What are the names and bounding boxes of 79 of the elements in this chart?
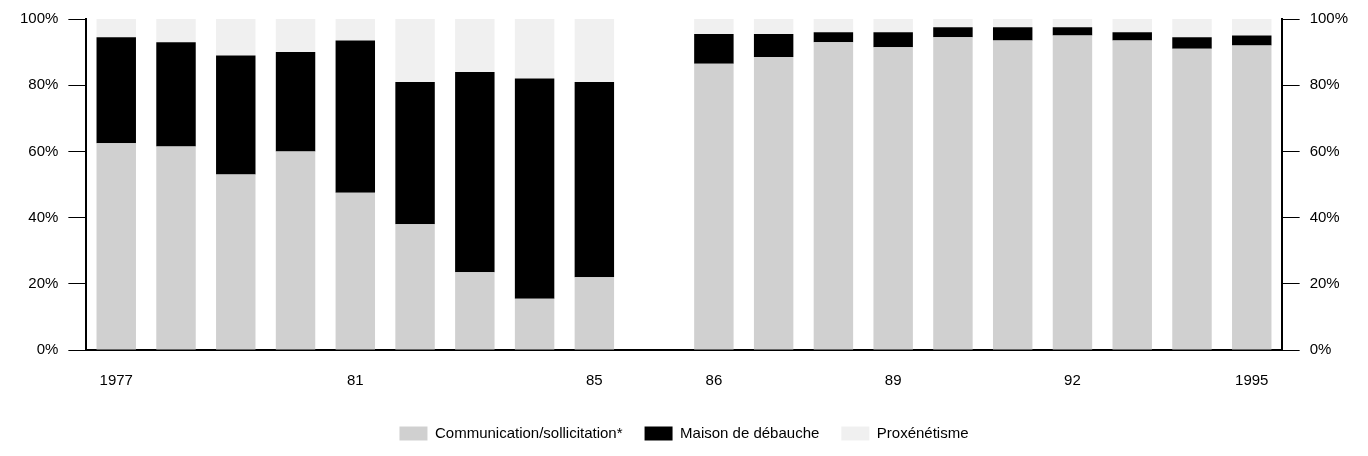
bar xyxy=(275,52,316,152)
x-tick-label: 86 xyxy=(705,371,723,389)
y2-tick-label: 40% xyxy=(1309,207,1340,225)
bar xyxy=(753,33,794,58)
bar xyxy=(514,78,555,299)
y2-tick-label: 60% xyxy=(1309,141,1340,159)
bar xyxy=(933,19,973,28)
bar xyxy=(1172,48,1212,350)
y-tick-label: 60% xyxy=(28,141,59,159)
y-tick-label: 80% xyxy=(28,75,59,93)
x-tick-label: 1995 xyxy=(1235,371,1269,389)
bar xyxy=(216,19,256,56)
bar xyxy=(395,19,435,82)
x-tick-label: 89 xyxy=(884,371,902,389)
bar xyxy=(514,19,555,79)
x-tick-label: 85 xyxy=(586,371,603,389)
bar xyxy=(335,19,376,41)
bar xyxy=(753,57,794,350)
bar xyxy=(1052,19,1093,28)
bar xyxy=(335,40,376,193)
bar xyxy=(1232,45,1272,350)
y2-tick-label: 100% xyxy=(1309,9,1349,27)
bar xyxy=(455,272,495,350)
bar xyxy=(156,146,196,350)
legend-label: Proxénétisme xyxy=(876,423,969,441)
x-tick-label: 81 xyxy=(346,371,364,389)
bar xyxy=(96,143,136,350)
bar xyxy=(933,27,973,38)
x-tick-label: 1977 xyxy=(99,371,133,389)
bar xyxy=(873,47,913,350)
bar xyxy=(1232,35,1272,46)
bar xyxy=(216,55,256,175)
y2-tick-label: 80% xyxy=(1309,75,1340,93)
bar xyxy=(395,81,435,225)
bar xyxy=(992,40,1033,350)
bar xyxy=(813,19,854,33)
bar xyxy=(753,19,794,34)
bar xyxy=(1112,19,1152,33)
bar xyxy=(96,19,136,38)
bar xyxy=(574,81,615,278)
bar xyxy=(156,42,196,147)
bar xyxy=(1172,37,1212,49)
bar xyxy=(1172,19,1212,38)
bar xyxy=(933,37,973,350)
bar xyxy=(455,19,495,72)
y2-tick-label: 20% xyxy=(1309,273,1340,291)
bar xyxy=(275,19,316,53)
bar xyxy=(335,192,376,350)
bar xyxy=(574,19,615,82)
bar xyxy=(514,298,555,350)
y-tick-label: 20% xyxy=(28,273,59,291)
bar xyxy=(813,42,854,350)
bar xyxy=(873,32,913,48)
y2-tick-label: 0% xyxy=(1309,340,1332,358)
bar xyxy=(694,19,734,34)
y-tick-label: 100% xyxy=(19,9,59,27)
bar xyxy=(1052,27,1093,36)
bar xyxy=(1232,19,1272,36)
y-tick-label: 40% xyxy=(28,207,59,225)
bar xyxy=(1112,32,1152,41)
bar xyxy=(992,19,1033,28)
bar xyxy=(694,63,734,350)
bar xyxy=(156,19,196,43)
bar xyxy=(992,27,1033,41)
bar xyxy=(395,224,435,350)
y-tick-label: 0% xyxy=(36,340,59,358)
bar xyxy=(1112,40,1152,350)
bar xyxy=(1052,35,1093,350)
legend-label: Maison de débauche xyxy=(680,423,820,441)
bar xyxy=(275,151,316,350)
bar xyxy=(216,174,256,350)
bar xyxy=(574,277,615,350)
x-tick-label: 92 xyxy=(1064,371,1081,389)
bar xyxy=(455,71,495,273)
bar xyxy=(694,33,734,64)
bar xyxy=(813,32,854,43)
bar xyxy=(873,19,913,33)
legend-label: Communication/sollicitation* xyxy=(434,423,623,441)
bar xyxy=(96,37,136,144)
